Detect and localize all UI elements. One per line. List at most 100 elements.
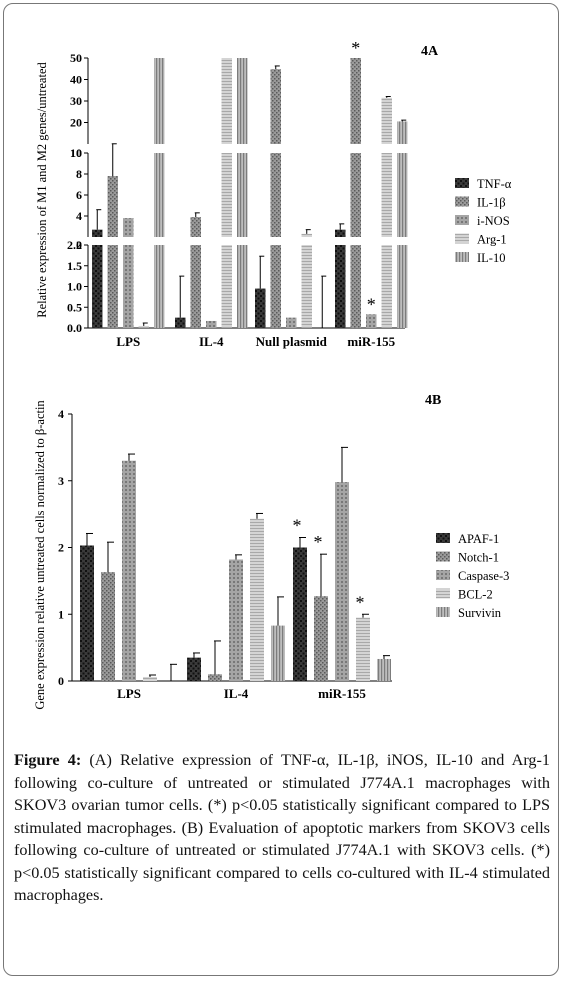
legend-swatch-a-i-nos — [455, 215, 469, 225]
category-label-a: IL-4 — [199, 334, 224, 349]
category-label-a: miR-155 — [347, 334, 395, 349]
tick-label-a: 10 — [70, 146, 82, 160]
bar-a-i-nos-il-4 — [206, 320, 217, 328]
significance-star-b: * — [356, 592, 365, 612]
y-axis-label-b: Gene expression relative untreated cells… — [33, 400, 47, 710]
bar-a-arg-1-mir-155-part2 — [381, 97, 392, 144]
legend-label-b: APAF-1 — [458, 532, 499, 546]
significance-star-b: * — [293, 515, 302, 535]
significance-star-a: * — [367, 294, 376, 314]
tick-label-b: 4 — [58, 407, 64, 421]
bar-a-i-nos-lps-part1 — [123, 218, 134, 237]
bar-b-apaf-1-il-4 — [187, 657, 201, 681]
significance-star-b: * — [314, 532, 323, 552]
bar-a-il-1-lps — [107, 245, 118, 328]
legend-swatch-a-il-1 — [455, 196, 469, 207]
legend-label-b: BCL-2 — [458, 588, 493, 602]
bar-b-notch-1-il-4 — [208, 674, 222, 681]
tick-label-a: 0.0 — [67, 321, 82, 335]
category-label-b: miR-155 — [318, 686, 366, 701]
legend-swatch-b-bcl-2 — [436, 588, 450, 599]
category-label-a: Null plasmid — [256, 334, 328, 349]
tick-label-a: 6 — [76, 188, 82, 202]
legend-swatch-a-arg-1 — [455, 233, 469, 244]
bar-a-il-1-il-4-part1 — [190, 217, 201, 237]
bar-a-arg-1-null-plasmid — [301, 245, 312, 328]
legend-label-a: TNF-α — [477, 177, 512, 191]
legend-swatch-b-notch-1 — [436, 551, 450, 562]
bar-a-il-10-mir-155-part1 — [397, 153, 408, 237]
bar-a-tnf-mir-155 — [335, 245, 346, 328]
bar-a-il-1-mir-155-part1 — [350, 153, 361, 237]
bar-a-arg-1-mir-155 — [381, 245, 392, 328]
tick-label-a: 10 — [70, 146, 82, 160]
bar-a-il-1-null-plasmid — [270, 245, 281, 328]
legend-label-b: Survivin — [458, 606, 502, 620]
bar-a-tnf-il-4 — [175, 317, 186, 328]
bar-a-arg-1-il-4 — [221, 245, 232, 328]
bar-a-il-10-lps-part2 — [154, 58, 165, 144]
bar-a-il-10-il-4-part2 — [237, 58, 248, 144]
tick-label-a: 2 — [76, 238, 82, 252]
bar-a-il-10-il-4-part1 — [237, 153, 248, 237]
legend-swatch-a-il-10 — [455, 252, 469, 262]
bar-a-tnf-mir-155-part1 — [335, 229, 346, 237]
panel-label-a: 4A — [421, 44, 439, 59]
tick-label-a: 40 — [70, 73, 82, 87]
tick-label-a: 50 — [70, 51, 82, 65]
tick-label-a: 1.0 — [67, 280, 82, 294]
tick-label-a: 1.5 — [67, 259, 82, 273]
legend-label-a: IL-10 — [477, 251, 505, 265]
bar-a-il-10-lps-part1 — [154, 153, 165, 237]
bar-b-survivin-mir-155 — [377, 658, 391, 681]
legend-label-a: Arg-1 — [477, 233, 507, 247]
bar-a-il-1-il-4 — [190, 245, 201, 328]
bar-a-tnf-lps — [92, 245, 103, 328]
tick-label-a: 8 — [76, 167, 82, 181]
bar-a-tnf-null-plasmid — [255, 288, 266, 328]
bar-a-il-1-null-plasmid-part2 — [270, 69, 281, 144]
legend-swatch-b-caspase-3 — [436, 570, 450, 580]
bar-a-il-10-mir-155-part2 — [397, 121, 408, 144]
bar-a-arg-1-il-4-part1 — [221, 153, 232, 237]
bar-b-bcl-2-il-4 — [250, 518, 264, 681]
caption-label: Figure 4: — [14, 751, 82, 769]
bar-a-arg-1-null-plasmid-part1 — [301, 233, 312, 237]
legend-swatch-a-tnf — [455, 178, 469, 188]
tick-label-a: 30 — [70, 94, 82, 108]
bar-a-il-1-null-plasmid-part1 — [270, 153, 281, 237]
bar-a-tnf-lps-part1 — [92, 229, 103, 237]
bar-a-il-1-lps-part1 — [107, 176, 118, 237]
category-label-b: IL-4 — [224, 686, 249, 701]
legend-swatch-b-survivin — [436, 607, 450, 617]
bar-b-caspase-3-lps — [122, 460, 136, 681]
figure-caption: Figure 4: (A) Relative expression of TNF… — [14, 749, 550, 907]
bar-a-il-1-mir-155-part2 — [350, 58, 361, 144]
bar-a-il-10-il-4 — [237, 245, 248, 328]
bar-b-notch-1-mir-155 — [314, 596, 328, 681]
chart-4b: 0 1 2 3 4 LPS IL-4 miR-155 * * * 4B Gene expression … — [33, 393, 509, 710]
bar-a-arg-1-il-4-part2 — [221, 58, 232, 144]
bar-a-il-10-mir-155 — [397, 245, 408, 328]
bar-b-apaf-1-lps — [80, 545, 94, 681]
y-axis-label-a: Relative expression of M1 and M2 genes/u… — [35, 62, 49, 318]
significance-star-a: * — [351, 38, 360, 58]
bar-b-notch-1-lps — [101, 572, 115, 681]
tick-label-b: 3 — [58, 474, 64, 488]
bar-a-il-10-lps — [154, 245, 165, 328]
bar-b-bcl-2-lps — [143, 676, 157, 681]
category-label-b: LPS — [117, 686, 141, 701]
legend-label-a: i-NOS — [477, 214, 510, 228]
tick-label-a: 4 — [76, 209, 82, 223]
tick-label-b: 1 — [58, 607, 64, 621]
legend-label-b: Caspase-3 — [458, 569, 509, 583]
tick-label-a: 2.0 — [67, 238, 82, 252]
category-label-a: LPS — [116, 334, 140, 349]
bar-b-apaf-1-mir-155 — [293, 547, 307, 681]
tick-label-a: 20 — [70, 116, 82, 130]
bar-a-arg-1-lps — [138, 325, 149, 328]
bar-a-il-1-mir-155 — [350, 245, 361, 328]
bar-b-survivin-il-4 — [271, 625, 285, 681]
